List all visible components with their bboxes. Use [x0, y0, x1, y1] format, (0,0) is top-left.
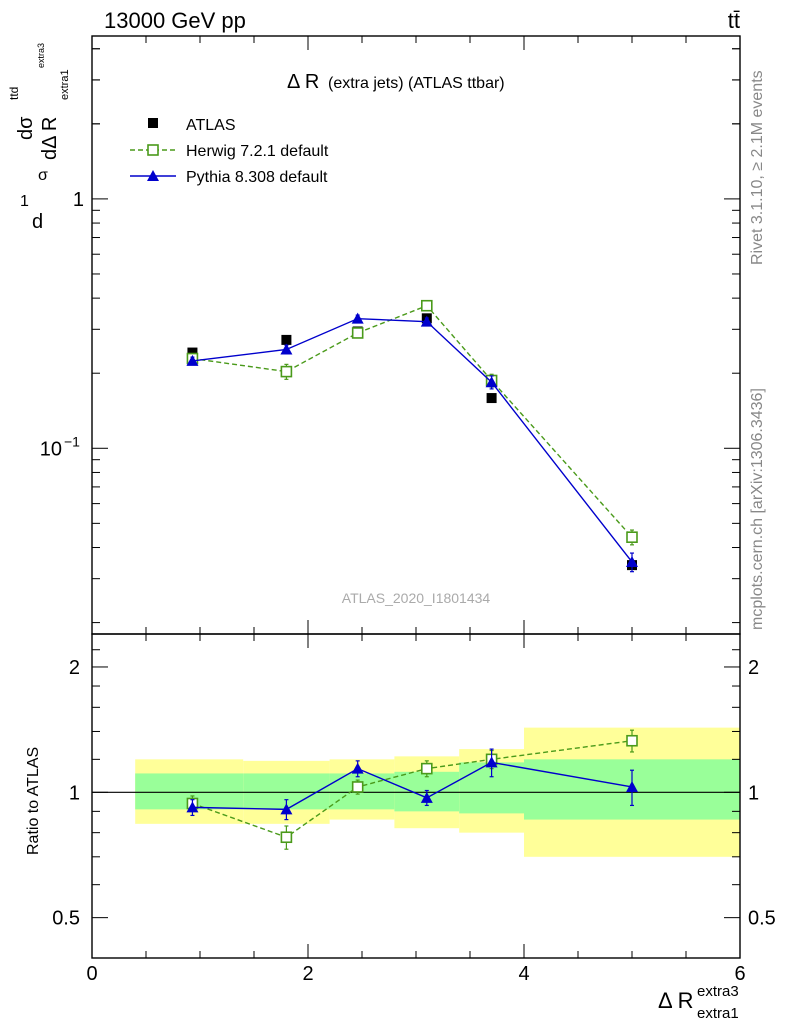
ratio-series-line-herwig	[192, 740, 633, 839]
ratio-series-line-pythia	[192, 761, 633, 811]
ylabel-denom: dΔ R	[39, 117, 61, 160]
title-main: Δ R	[287, 71, 319, 93]
legend-marker-atlas	[148, 118, 158, 128]
xlabel-main: Δ R	[658, 988, 693, 1013]
ratio-y-tick-label-left: 0.5	[52, 908, 80, 930]
tick-group	[91, 36, 741, 959]
ylabel-sigma: σ	[38, 167, 48, 184]
xlabel-sup: extra3	[697, 983, 739, 1000]
process-label: tt̄	[728, 8, 740, 33]
ylabel-d: d	[32, 211, 43, 233]
chart-marks: 0 2 4 6 1 10 −1 0.5 0.5 1 1 2 2	[40, 35, 776, 985]
legend-entry-herwig: Herwig 7.2.1 default	[130, 143, 329, 160]
ratio-point-pythia-0	[186, 801, 199, 813]
ratio-y-tick-label-left: 1	[69, 782, 80, 804]
main-point-herwig-3	[420, 299, 433, 312]
ratio-point-pythia-2	[351, 762, 364, 774]
ylabel-sub-extra: extra1	[59, 69, 71, 100]
legend-entry-atlas: ATLAS	[148, 117, 236, 134]
main-y-tick-label: 1	[73, 189, 84, 211]
x-axis-label: Δ R extra3 extra1	[658, 983, 739, 1022]
ratio-point-pythia-1	[280, 803, 293, 815]
ratio-y-tick-label-left: 2	[69, 657, 80, 679]
ylabel-one: 1	[20, 193, 29, 210]
ratio-point-herwig-3	[420, 762, 433, 775]
main-y-tick-label: 10	[40, 438, 62, 460]
main-point-pythia-2	[351, 312, 364, 324]
main-point-atlas-1	[281, 334, 292, 345]
ratio-y-tick-label-right: 0.5	[748, 908, 776, 930]
legend-label-herwig: Herwig 7.2.1 default	[186, 143, 329, 160]
main-point-herwig-5	[626, 531, 638, 543]
ratio-point-pythia-5	[626, 780, 638, 792]
ratio-y-tick-label-right: 1	[748, 782, 759, 804]
chart-title: Δ R (extra jets) (ATLAS ttbar)	[287, 71, 505, 93]
rivet-label: Rivet 3.1.10, ≥ 2.1M events	[749, 70, 766, 265]
legend-marker-pythia	[147, 170, 159, 181]
x-tick-label: 4	[518, 963, 529, 985]
main-point-herwig-2	[351, 327, 364, 339]
legend-label-pythia: Pythia 8.308 default	[186, 169, 328, 186]
x-tick-label: 0	[86, 963, 97, 985]
ratio-point-herwig-1	[280, 831, 293, 844]
ratio-point-herwig-5	[626, 734, 638, 747]
energy-label: 13000 GeV pp	[104, 8, 246, 33]
title-small: (extra jets) (ATLAS ttbar)	[328, 75, 505, 92]
x-tick-label: 6	[734, 963, 745, 985]
xlabel-sub: extra1	[697, 1005, 739, 1022]
main-point-pythia-5	[626, 555, 638, 567]
legend-marker-herwig	[147, 144, 159, 156]
main-point-herwig-1	[280, 365, 293, 378]
main-series-line-pythia	[192, 317, 633, 563]
ylabel-sup-extra: extra3	[36, 43, 46, 68]
main-point-pythia-3	[420, 315, 433, 327]
main-point-pythia-0	[186, 354, 199, 366]
ratio-y-axis-label: Ratio to ATLAS	[25, 747, 42, 855]
main-point-pythia-1	[280, 343, 293, 355]
main-point-atlas-4	[486, 393, 497, 404]
main-series-line-herwig	[192, 304, 633, 538]
legend: ATLAS Herwig 7.2.1 default Pythia 8.308 …	[130, 117, 329, 186]
ratio-point-pythia-4	[485, 756, 498, 768]
x-tick-label: 2	[302, 963, 313, 985]
main-y-tick-exponent: −1	[64, 433, 80, 449]
main-y-axis-label: d 1 σ dσ ttd dΔ R extra1 extra3	[7, 43, 71, 233]
ratio-point-herwig-2	[351, 781, 364, 793]
legend-label-atlas: ATLAS	[186, 117, 236, 134]
ratio-y-tick-label-right: 2	[748, 657, 759, 679]
main-point-atlas-0	[187, 347, 198, 358]
ratio-point-pythia-3	[420, 791, 433, 803]
ylabel-sup: ttd	[7, 87, 21, 100]
main-point-pythia-4	[485, 376, 498, 388]
mcplots-label: mcplots.cern.ch [arXiv:1306.3436]	[749, 388, 766, 630]
ylabel-dsig: dσ	[15, 116, 37, 140]
legend-entry-pythia: Pythia 8.308 default	[130, 169, 328, 186]
analysis-watermark: ATLAS_2020_I1801434	[342, 590, 491, 606]
